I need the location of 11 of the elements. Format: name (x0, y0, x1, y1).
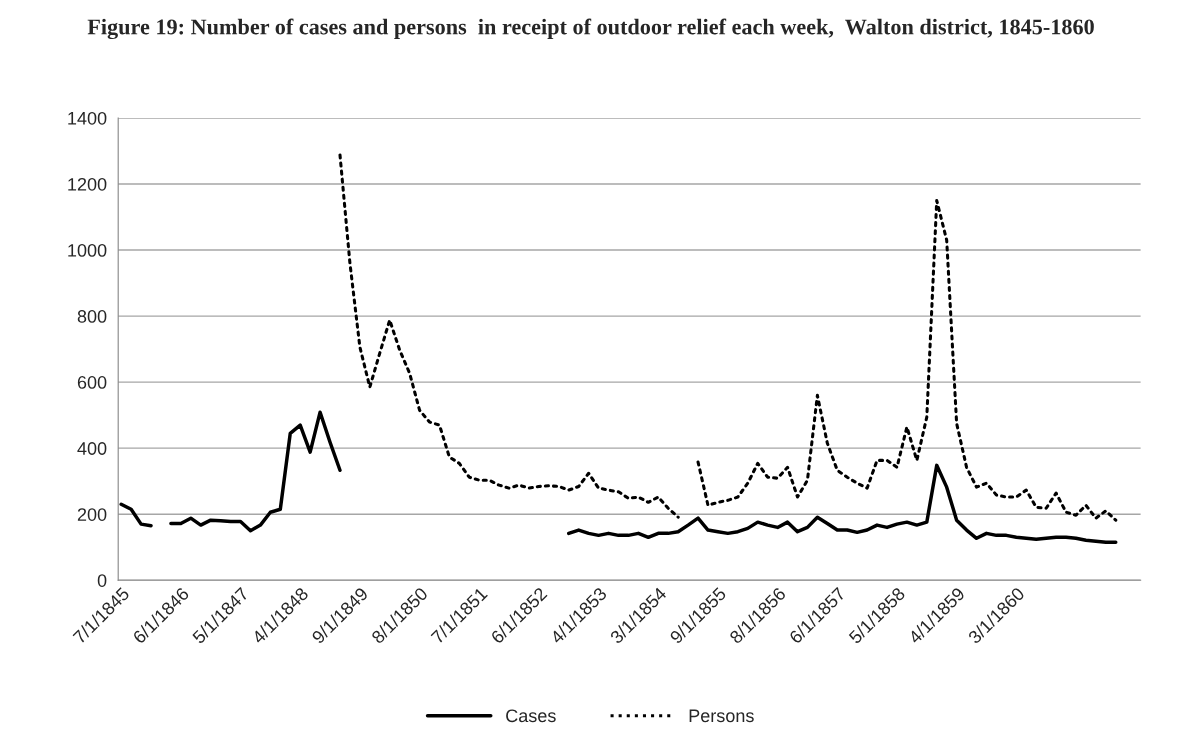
y-tick-label: 1400 (68, 111, 107, 125)
y-tick-label: 200 (77, 508, 107, 521)
y-tick-label: 1000 (68, 243, 107, 257)
y-tick-label: 600 (77, 376, 107, 389)
legend-label: Cases (506, 709, 556, 723)
chart-title: Figure 19: Number of cases and persons in receipt of outdoor relief each week, Walton district, 1845-1860 (87, 18, 1094, 40)
legend-label: Persons (689, 709, 754, 723)
y-tick-label: 800 (77, 310, 107, 323)
y-tick-label: 0 (97, 574, 107, 587)
y-tick-label: 400 (77, 442, 107, 455)
y-tick-label: 1200 (68, 177, 107, 191)
